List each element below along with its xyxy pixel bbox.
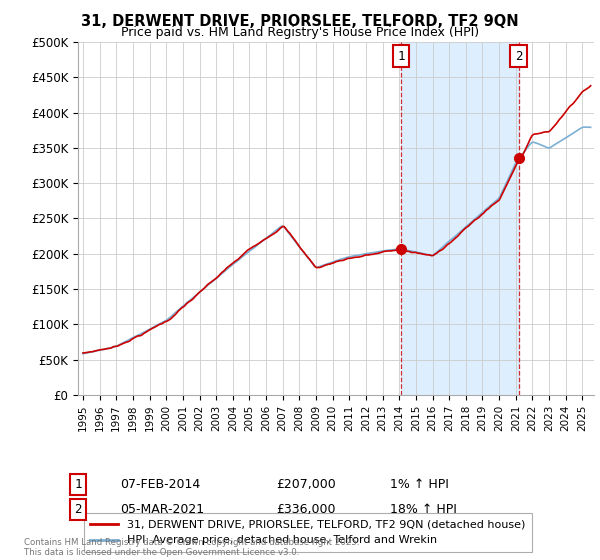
Text: 2: 2 — [515, 50, 523, 63]
Text: 2: 2 — [74, 503, 82, 516]
Text: 31, DERWENT DRIVE, PRIORSLEE, TELFORD, TF2 9QN: 31, DERWENT DRIVE, PRIORSLEE, TELFORD, T… — [81, 14, 519, 29]
Text: Contains HM Land Registry data © Crown copyright and database right 2025.
This d: Contains HM Land Registry data © Crown c… — [24, 538, 359, 557]
Text: Price paid vs. HM Land Registry's House Price Index (HPI): Price paid vs. HM Land Registry's House … — [121, 26, 479, 39]
Text: 07-FEB-2014: 07-FEB-2014 — [120, 478, 200, 491]
Text: 1% ↑ HPI: 1% ↑ HPI — [390, 478, 449, 491]
Text: 18% ↑ HPI: 18% ↑ HPI — [390, 503, 457, 516]
Bar — [401, 42, 518, 395]
Text: 1: 1 — [397, 50, 404, 63]
Text: 1: 1 — [74, 478, 82, 491]
Text: 05-MAR-2021: 05-MAR-2021 — [120, 503, 204, 516]
Text: £207,000: £207,000 — [276, 478, 336, 491]
Text: £336,000: £336,000 — [276, 503, 335, 516]
Legend: 31, DERWENT DRIVE, PRIORSLEE, TELFORD, TF2 9QN (detached house), HPI: Average pr: 31, DERWENT DRIVE, PRIORSLEE, TELFORD, T… — [83, 514, 532, 552]
